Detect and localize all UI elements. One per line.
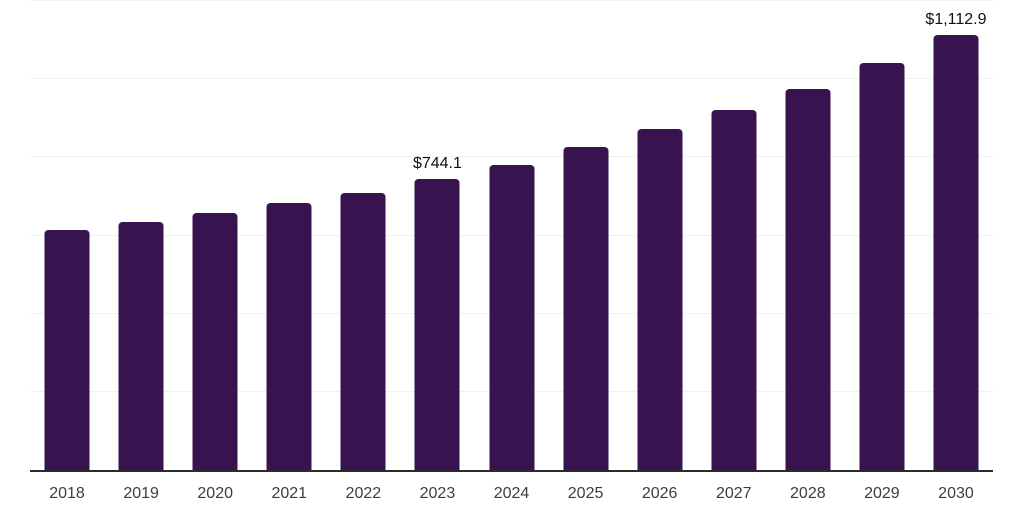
bar-2028[interactable] bbox=[785, 88, 831, 470]
bar-slot-2026 bbox=[623, 0, 697, 470]
bar-slot-2028 bbox=[771, 0, 845, 470]
x-tick-2029: 2029 bbox=[864, 485, 900, 502]
x-tick-2023: 2023 bbox=[419, 485, 456, 502]
bar-slot-2029 bbox=[845, 0, 919, 470]
x-tick-2028: 2028 bbox=[790, 485, 826, 502]
bar-slot-2023: $744.1 bbox=[400, 0, 474, 470]
gridline-1200 bbox=[30, 0, 993, 1]
bar-slot-2027 bbox=[697, 0, 771, 470]
x-tick-2026: 2026 bbox=[641, 485, 678, 502]
bar-2026[interactable] bbox=[637, 129, 683, 470]
data-label-2023: $744.1 bbox=[412, 155, 462, 173]
x-tick-2022: 2022 bbox=[345, 485, 382, 502]
bar-slot-2018 bbox=[30, 0, 104, 470]
gridline-1000 bbox=[30, 78, 993, 80]
x-tick-2027: 2027 bbox=[715, 485, 752, 502]
bar-2029[interactable] bbox=[859, 62, 905, 470]
bar-2024[interactable] bbox=[489, 164, 534, 470]
bar-slot-2022 bbox=[326, 0, 400, 470]
x-tick-2024: 2024 bbox=[493, 485, 530, 502]
bar-2023[interactable] bbox=[414, 179, 460, 470]
bar-slot-2020 bbox=[178, 0, 252, 470]
x-tick-2019: 2019 bbox=[123, 485, 159, 502]
x-axis-tick-labels: 2018 2019 2020 2021 2022 2023 2024 2025 2026 2027… bbox=[30, 484, 993, 503]
bar-2022[interactable] bbox=[340, 192, 386, 470]
bars-container: $744.1 $1,112.9 bbox=[30, 0, 993, 470]
x-tick-2025: 2025 bbox=[567, 485, 604, 502]
bar-2019[interactable] bbox=[118, 222, 164, 470]
bar-2021[interactable] bbox=[266, 203, 312, 470]
bar-slot-2019 bbox=[104, 0, 178, 470]
bar-2020[interactable] bbox=[192, 213, 238, 470]
x-tick-2020: 2020 bbox=[197, 485, 233, 502]
bar-slot-2025 bbox=[549, 0, 623, 470]
bar-slot-2024 bbox=[474, 0, 548, 470]
data-label-2030: $1,112.9 bbox=[925, 11, 987, 28]
bar-2025[interactable] bbox=[563, 147, 609, 470]
bar-2030[interactable] bbox=[933, 35, 979, 470]
bar-slot-2030: $1,112.9 bbox=[919, 0, 993, 470]
gridline-800 bbox=[30, 156, 993, 158]
x-tick-2021: 2021 bbox=[271, 485, 308, 502]
bar-slot-2021 bbox=[252, 0, 326, 470]
bar-2018[interactable] bbox=[44, 230, 90, 470]
x-tick-2030: 2030 bbox=[938, 485, 974, 502]
x-tick-2018: 2018 bbox=[49, 485, 85, 502]
plot-area: $744.1 $1,112.9 bbox=[30, 0, 993, 472]
bar-2027[interactable] bbox=[711, 110, 757, 470]
